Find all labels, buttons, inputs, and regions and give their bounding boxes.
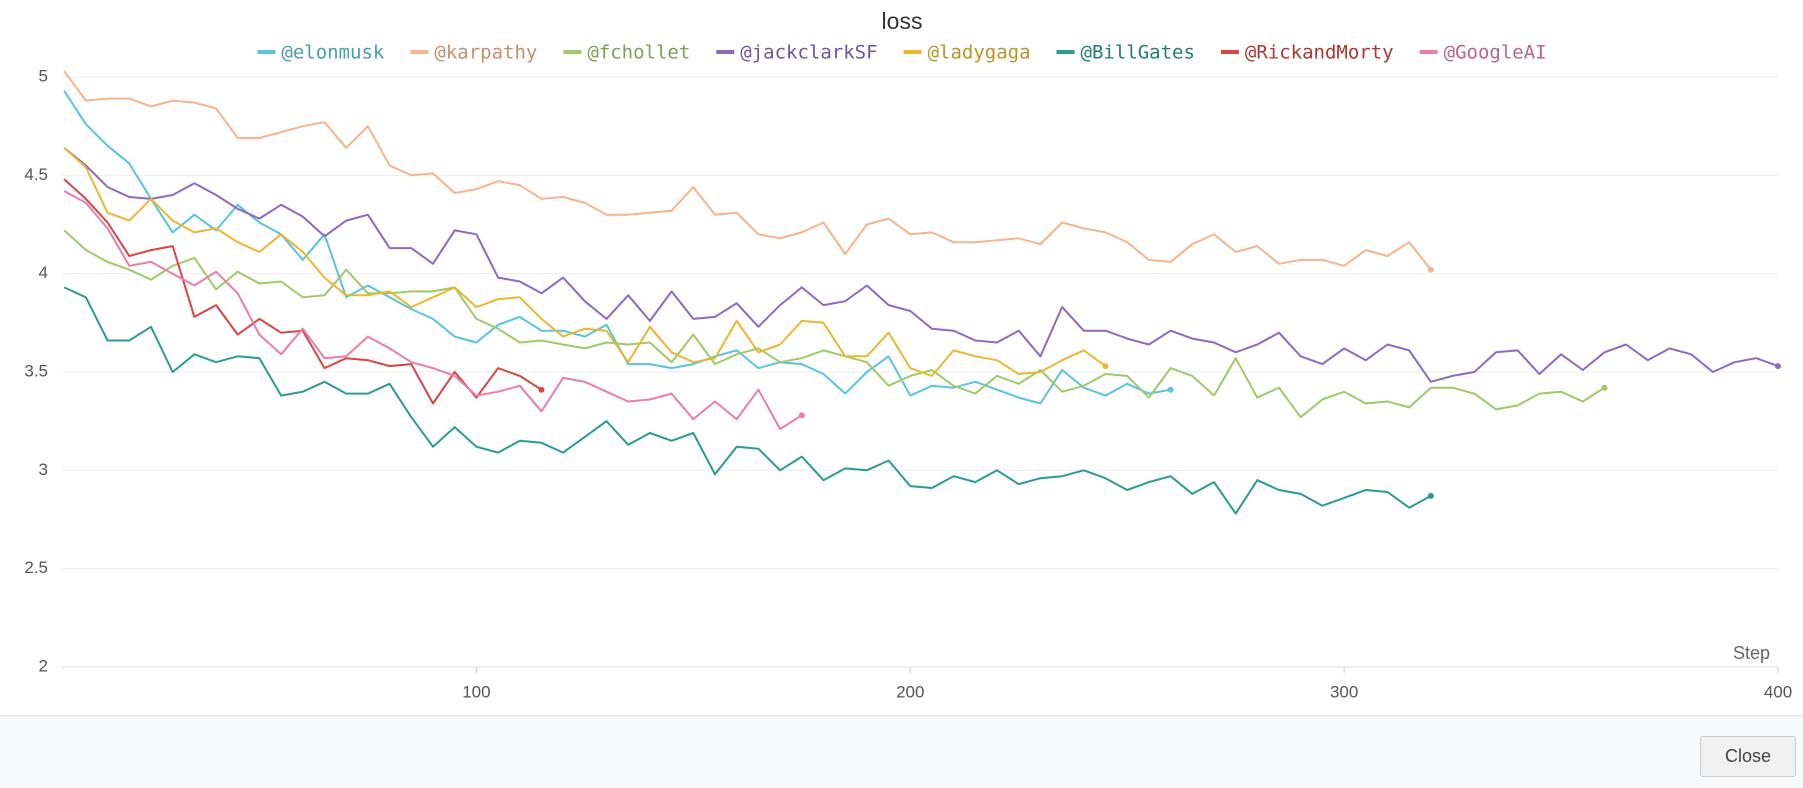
footer: Close [0, 715, 1803, 788]
end-point [1102, 363, 1109, 370]
x-tick-label: 100 [462, 682, 490, 701]
x-tick-label: 400 [1764, 682, 1792, 701]
x-tick-label: 300 [1330, 682, 1358, 701]
y-tick-label: 4 [39, 263, 48, 282]
series-line [63, 178, 543, 405]
series-line [63, 190, 803, 430]
close-button[interactable]: Close [1700, 736, 1796, 777]
series-line [63, 70, 1432, 271]
legend-item: @RickandMorty [1220, 42, 1394, 64]
x-axis-title: Step [1733, 643, 1770, 663]
legend-item: @GoogleAI [1419, 42, 1547, 64]
series-line [63, 90, 1171, 405]
y-tick-label: 5 [39, 66, 48, 85]
legend-item: @ladygaga [903, 42, 1031, 64]
y-tick-label: 2.5 [24, 558, 48, 577]
legend-label: @jackclarkSF [740, 42, 877, 64]
chart: loss Step 2 2.5 3 3.5 4 4.5 5 100 200 300 400 @elon… [24, 8, 1792, 701]
x-tick-label: 200 [896, 682, 924, 701]
y-tick-label: 2 [39, 656, 48, 675]
end-point [1601, 384, 1608, 391]
chart-title: loss [882, 8, 923, 34]
legend-label: @GoogleAI [1444, 42, 1547, 64]
y-tick-label: 3 [39, 460, 48, 479]
end-point [798, 412, 805, 419]
legend-label: @BillGates [1081, 42, 1195, 64]
legend-label: @RickandMorty [1245, 42, 1394, 64]
series-line [63, 286, 1432, 515]
y-tick-label: 4.5 [24, 165, 48, 184]
legend-label: @elonmusk [281, 42, 385, 64]
series-line [63, 147, 1779, 383]
end-point [1427, 266, 1434, 273]
legend-item: @fchollet [563, 42, 690, 64]
series-line [63, 229, 1606, 419]
legend-label: @karpathy [434, 42, 537, 64]
end-point [538, 386, 545, 393]
legend-item: @karpathy [410, 42, 537, 64]
end-point [1427, 492, 1434, 499]
end-point [1775, 363, 1781, 370]
end-point [1167, 386, 1174, 393]
legend-item: @elonmusk [257, 42, 385, 64]
legend-item: @jackclarkSF [716, 42, 878, 64]
legend-item: @BillGates [1056, 42, 1195, 64]
series-line [63, 147, 1107, 377]
y-tick-label: 3.5 [24, 361, 48, 380]
legend-label: @ladygaga [928, 42, 1031, 64]
legend: @elonmusk @karpathy @fchollet @jackclarkSF @… [257, 42, 1547, 64]
legend-label: @fchollet [587, 42, 690, 64]
